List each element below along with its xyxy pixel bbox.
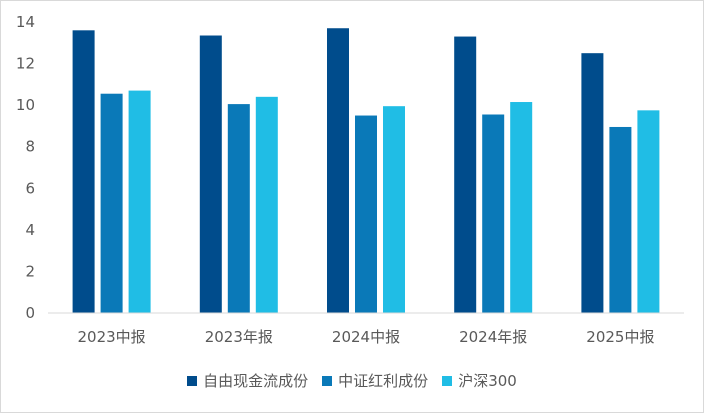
legend-label: 中证红利成份 [338,372,429,390]
bar [355,115,377,314]
y-axis: 0 2 4 6 8 10 12 14 [16,13,35,322]
bar [128,90,151,313]
x-tick-label: 2023年报 [205,328,273,346]
legend-label: 沪深300 [458,372,517,390]
x-tick-label: 2024年报 [459,328,527,346]
bar [100,93,123,313]
bars [72,28,660,314]
x-tick-label: 2025中报 [586,328,654,346]
y-tick-label: 4 [25,221,35,239]
y-tick-label: 10 [16,96,35,114]
legend-item-free-cash-flow: 自由现金流成份 [187,370,308,391]
legend-swatch [187,375,198,386]
bar [482,114,505,313]
bar [227,104,250,313]
bar [72,30,95,314]
legend-swatch [322,375,333,386]
y-tick-label: 8 [25,138,35,156]
legend-item-dividend: 中证红利成份 [322,370,428,391]
y-tick-label: 14 [16,13,35,31]
bar [637,110,660,313]
y-tick-label: 6 [25,179,35,197]
legend-label: 自由现金流成份 [203,372,309,390]
bar [383,106,405,313]
legend-swatch [442,375,453,386]
legend-item-hs300: 沪深300 [442,370,517,391]
bar [199,35,222,314]
bar [255,96,278,313]
bar [609,126,632,313]
legend: 自由现金流成份 中证红利成份 沪深300 [0,370,704,391]
bar [581,53,604,314]
y-tick-label: 12 [16,55,35,73]
x-tick-label: 2023中报 [78,328,146,346]
y-tick-label: 0 [25,304,35,322]
bar [454,36,477,314]
y-tick-label: 2 [25,262,35,280]
bar [510,102,533,314]
x-axis: 2023中报 2023年报 2024中报 2024年报 2025中报 [78,328,655,346]
bar [327,28,349,313]
x-tick-label: 2024中报 [332,328,400,346]
